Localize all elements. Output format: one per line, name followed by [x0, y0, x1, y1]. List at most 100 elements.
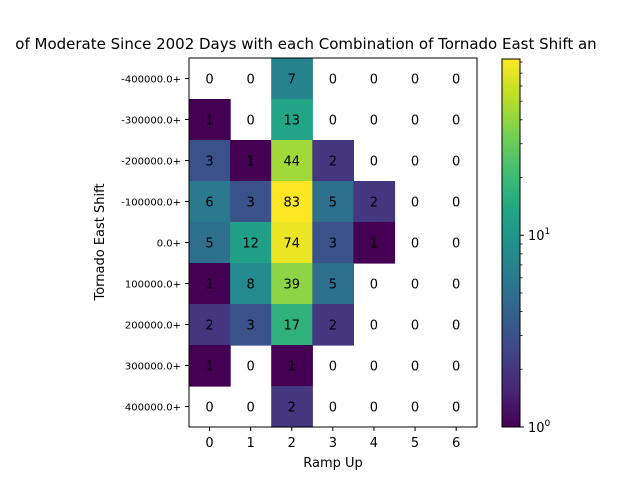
- heatmap-cell: [230, 304, 272, 346]
- heatmap-cell: [230, 263, 272, 305]
- cell-value-label: 17: [283, 319, 300, 334]
- cell-value-label: 5: [329, 278, 337, 293]
- cell-value-label: 0: [411, 155, 419, 170]
- y-tick-label: 100000.0+: [125, 280, 181, 291]
- cell-value-label: 8: [247, 278, 255, 293]
- cell-value-label: 0: [247, 360, 255, 375]
- cell-value-label: 0: [452, 319, 460, 334]
- cell-value-label: 6: [205, 196, 213, 211]
- heatmap-cell: [312, 140, 354, 182]
- cell-value-label: 3: [205, 155, 213, 170]
- y-tick-label: -300000.0+: [121, 116, 181, 127]
- colorbar: [501, 58, 521, 428]
- cell-value-label: 0: [370, 73, 378, 88]
- heatmap-cell: [312, 263, 354, 305]
- x-axis-ticks: 0 1 2 3 4 5 6: [205, 427, 460, 451]
- cell-value-label: 2: [329, 319, 337, 334]
- cell-value-label: 3: [247, 196, 255, 211]
- cell-value-label: 5: [205, 237, 213, 252]
- heatmap-cell: [189, 304, 231, 346]
- heatmap-cell: [271, 345, 313, 387]
- cell-value-label: 3: [247, 319, 255, 334]
- cell-value-label: 0: [452, 237, 460, 252]
- y-tick-label: -100000.0+: [121, 198, 181, 209]
- cell-value-label: 0: [370, 360, 378, 375]
- heatmap-cell: [271, 263, 313, 305]
- heatmap-cell: [189, 345, 231, 387]
- colorbar-tick-label: 101: [528, 227, 550, 244]
- cell-value-label: 1: [370, 237, 378, 252]
- y-tick-label: -200000.0+: [121, 157, 181, 168]
- cell-value-label: 0: [247, 114, 255, 129]
- cell-value-label: 0: [370, 278, 378, 293]
- cell-value-label: 13: [283, 114, 300, 129]
- cell-value-label: 0: [411, 401, 419, 416]
- cell-value-label: 0: [370, 401, 378, 416]
- heatmap-cell: [271, 222, 313, 264]
- heatmap-cell: [189, 263, 231, 305]
- heatmap-cell: [230, 181, 272, 223]
- cell-value-label: 2: [288, 401, 296, 416]
- cell-value-label: 1: [205, 278, 213, 293]
- cell-value-label: 2: [370, 196, 378, 211]
- heatmap-cell: [312, 304, 354, 346]
- y-tick-label: 200000.0+: [125, 321, 181, 332]
- cell-value-label: 1: [205, 114, 213, 129]
- cell-value-label: 74: [283, 237, 300, 252]
- cell-value-label: 1: [205, 360, 213, 375]
- cell-value-label: 12: [242, 237, 259, 252]
- cell-value-label: 3: [329, 237, 337, 252]
- x-axis-label: Ramp Up: [303, 456, 363, 471]
- heatmap-cell: [271, 140, 313, 182]
- heatmap-cell: [312, 181, 354, 223]
- cell-value-label: 0: [247, 73, 255, 88]
- heatmap-cell: [230, 222, 272, 264]
- cell-value-label: 0: [452, 155, 460, 170]
- cell-value-label: 0: [329, 401, 337, 416]
- heatmap-cell: [271, 181, 313, 223]
- heatmap-cell: [189, 222, 231, 264]
- cell-value-label: 0: [247, 401, 255, 416]
- cell-value-labels: 0 0 7 0 0 0 01 0 13 0 0 0 03 1 44 2 0 0 06 3 83 5 2 0 05 12 74 3 1 0 0…: [205, 73, 460, 416]
- heatmap-cell: [353, 222, 396, 264]
- cell-value-label: 5: [329, 196, 337, 211]
- cell-value-label: 0: [452, 360, 460, 375]
- cell-value-label: 0: [411, 278, 419, 293]
- cell-value-label: 0: [452, 73, 460, 88]
- heatmap-cell: [230, 140, 272, 182]
- heatmap-cell: [353, 181, 396, 223]
- cell-value-label: 0: [411, 196, 419, 211]
- cell-value-label: 0: [329, 73, 337, 88]
- cell-value-label: 0: [452, 114, 460, 129]
- heatmap-cell: [271, 58, 313, 100]
- x-tick-label: 4: [370, 436, 378, 451]
- colorbar-tick-label: 100: [528, 419, 551, 436]
- cell-value-label: 0: [411, 114, 419, 129]
- heatmap-cell: [189, 181, 231, 223]
- y-tick-label: 300000.0+: [125, 362, 181, 373]
- cell-value-label: 0: [370, 155, 378, 170]
- cell-value-label: 0: [452, 401, 460, 416]
- cell-value-label: 0: [411, 319, 419, 334]
- cell-value-label: 0: [452, 278, 460, 293]
- cell-value-label: 2: [329, 155, 337, 170]
- cell-value-label: 0: [411, 73, 419, 88]
- heatmap-cell: [189, 140, 231, 182]
- cell-value-label: 0: [452, 196, 460, 211]
- cell-value-label: 0: [329, 360, 337, 375]
- heatmap-cell: [271, 386, 313, 428]
- cell-value-label: 0: [370, 114, 378, 129]
- x-tick-label: 0: [205, 436, 213, 451]
- cell-value-label: 7: [288, 73, 296, 88]
- cell-value-label: 2: [205, 319, 213, 334]
- cell-value-label: 0: [329, 114, 337, 129]
- y-axis-ticks: -400000.0+ -300000.0+ -200000.0+ -100000.0+…: [121, 75, 189, 414]
- x-tick-label: 3: [329, 436, 337, 451]
- chart-title: of Moderate Since 2002 Days with each Co…: [15, 35, 596, 53]
- cell-value-label: 0: [411, 237, 419, 252]
- heatmap-cell: [312, 222, 354, 264]
- cell-value-label: 0: [370, 319, 378, 334]
- y-tick-label: 0.0+: [157, 239, 181, 250]
- cell-value-label: 1: [247, 155, 255, 170]
